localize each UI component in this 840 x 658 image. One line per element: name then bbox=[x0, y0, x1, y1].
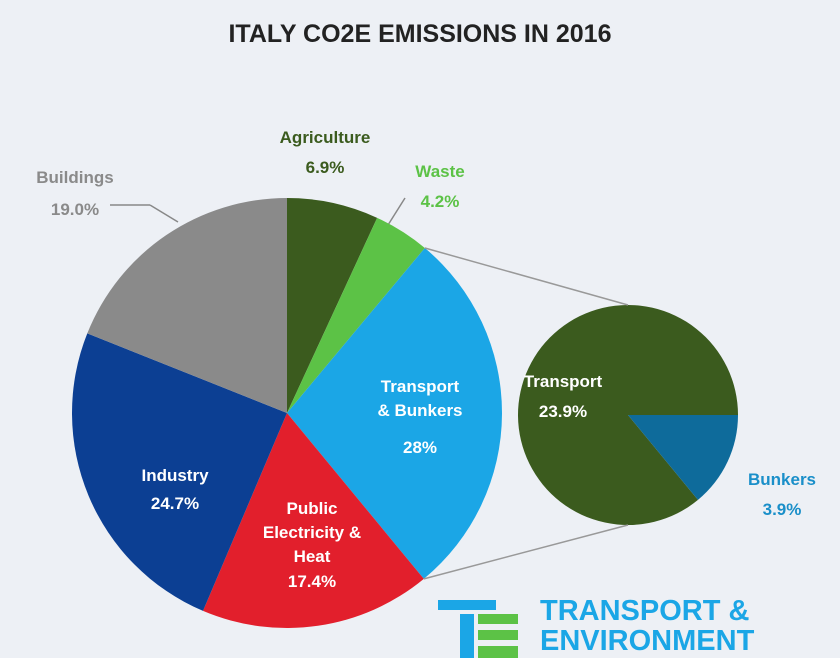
pie-slice bbox=[87, 198, 287, 413]
pie-slice bbox=[203, 413, 424, 628]
slice-label: Agriculture bbox=[279, 128, 371, 147]
value-label: 28% bbox=[402, 438, 438, 457]
value-label: 4.2% bbox=[420, 192, 460, 211]
logo-text: TRANSPORT & bbox=[540, 595, 750, 627]
slice-label: Transport & Bunkers bbox=[377, 377, 463, 420]
pie-slice bbox=[287, 217, 425, 413]
pie-slice bbox=[287, 198, 378, 413]
slice-label: Buildings bbox=[36, 168, 114, 187]
pie-slice bbox=[287, 248, 502, 579]
pie-slice bbox=[71, 333, 287, 611]
leader-line bbox=[149, 204, 179, 223]
slice-label: Transport bbox=[523, 372, 603, 391]
value-label: 17.4% bbox=[287, 572, 337, 591]
value-label: 19.0% bbox=[50, 200, 100, 219]
connector-line bbox=[423, 524, 629, 580]
logo-text: ENVIRONMENT bbox=[540, 625, 755, 657]
value-label: 24.7% bbox=[150, 494, 200, 513]
value-label: 3.9% bbox=[762, 500, 802, 519]
slice-label: Industry bbox=[141, 466, 209, 485]
leader-line bbox=[387, 197, 406, 226]
logo-icon bbox=[438, 600, 518, 658]
value-label: 23.9% bbox=[538, 402, 588, 421]
chart-title: ITALY CO2E EMISSIONS IN 2016 bbox=[228, 20, 612, 48]
connector-line bbox=[424, 247, 629, 306]
breakout-slice bbox=[628, 415, 738, 500]
slice-label: Waste bbox=[415, 162, 465, 181]
slice-label: Public Electricity & Heat bbox=[262, 499, 362, 566]
slice-label: Bunkers bbox=[747, 470, 817, 489]
value-label: 6.9% bbox=[305, 158, 345, 177]
